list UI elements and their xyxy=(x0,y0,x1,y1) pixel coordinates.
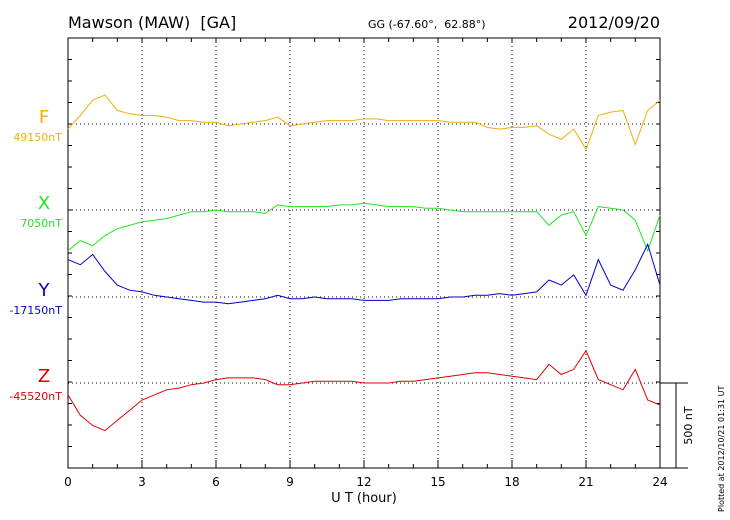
x-tick-label: 21 xyxy=(578,475,593,489)
chart-title: Mawson (MAW) [GA] xyxy=(68,13,236,32)
footnote: Plotted at 2012/10/21 01:31 UT xyxy=(717,386,726,512)
series-name: Y xyxy=(38,280,51,301)
x-tick-label: 24 xyxy=(652,475,667,489)
x-tick-label: 3 xyxy=(138,475,146,489)
x-tick-label: 15 xyxy=(430,475,445,489)
scale-label: 500 nT xyxy=(682,406,695,444)
series-line xyxy=(67,242,661,305)
baseline-label: 49150nT xyxy=(13,131,62,144)
series-name: X xyxy=(38,193,50,214)
x-tick-label: 18 xyxy=(504,475,519,489)
chart-date: 2012/09/20 xyxy=(568,13,660,32)
chart-subtitle: GG (-67.60°, 62.88°) xyxy=(368,18,486,31)
x-tick-label: 0 xyxy=(64,475,72,489)
series-line xyxy=(67,202,661,253)
baseline-label: 7050nT xyxy=(20,217,62,230)
baseline-label: -45520nT xyxy=(9,390,62,403)
x-axis-label: U T (hour) xyxy=(331,491,397,506)
series-name: Z xyxy=(38,366,50,387)
baseline-label: -17150nT xyxy=(9,304,62,317)
x-tick-label: 12 xyxy=(356,475,371,489)
series-name: F xyxy=(39,107,49,128)
x-tick-label: 9 xyxy=(286,475,294,489)
series-line xyxy=(67,94,661,151)
x-tick-label: 6 xyxy=(212,475,220,489)
series-line xyxy=(67,349,661,432)
